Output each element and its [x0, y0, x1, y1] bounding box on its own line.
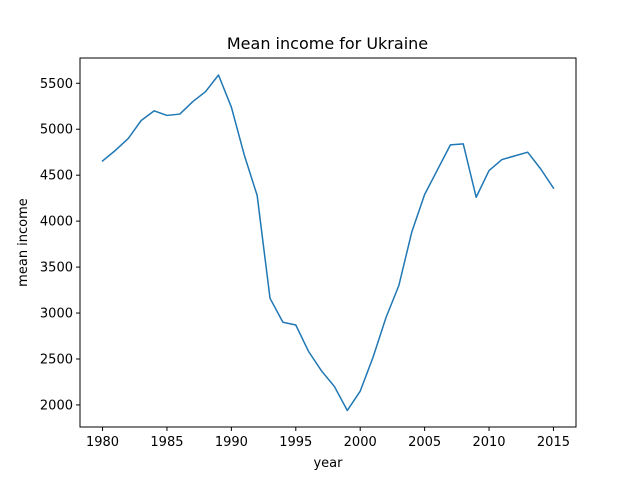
- x-tick-label: 1990: [215, 435, 248, 450]
- x-axis: 1980 1985 1990 1995 2000 2005 2010 2015: [86, 427, 570, 450]
- x-tick-label: 1995: [279, 435, 312, 450]
- chart-title: Mean income for Ukraine: [227, 34, 428, 53]
- y-axis: 2000 2500 3000 3500 4000 4500 5000 5500: [40, 77, 80, 413]
- plot-frame: [79, 57, 577, 428]
- y-tick-label: 3000: [40, 307, 73, 322]
- plot-area: [101, 74, 555, 412]
- x-tick-label: 2010: [472, 435, 505, 450]
- y-tick-label: 4000: [40, 215, 73, 230]
- x-tick-label: 2005: [408, 435, 441, 450]
- x-tick-label: 2015: [537, 435, 570, 450]
- x-axis-label: year: [313, 456, 343, 471]
- x-tick-label: 1980: [86, 435, 119, 450]
- y-tick-label: 5000: [40, 123, 73, 138]
- y-tick-label: 4500: [40, 169, 73, 184]
- y-tick-label: 5500: [40, 77, 73, 92]
- x-tick-label: 1985: [150, 435, 183, 450]
- y-tick-label: 3500: [40, 261, 73, 276]
- y-tick-label: 2500: [40, 352, 73, 367]
- y-tick-label: 2000: [40, 398, 73, 413]
- y-axis-label: mean income: [16, 198, 31, 287]
- x-tick-label: 2000: [344, 435, 377, 450]
- series-line: [101, 74, 555, 412]
